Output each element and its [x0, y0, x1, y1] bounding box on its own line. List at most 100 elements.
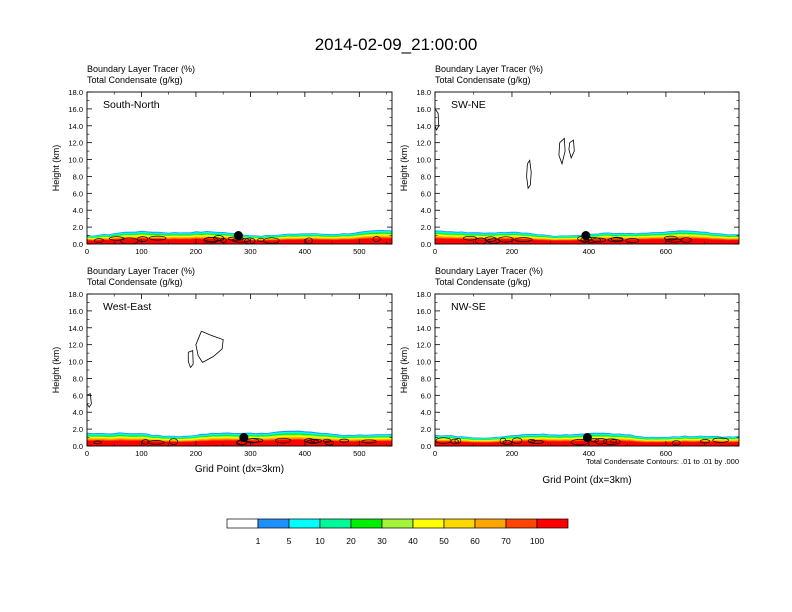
location-marker [239, 433, 249, 443]
bl-contour-loop [310, 438, 323, 444]
x-axis-label: Grid Point (dx=3km) [542, 475, 631, 486]
y-tick-label: 14.0 [416, 324, 431, 333]
bl-contour-loop [274, 437, 292, 444]
bl-contour-loop [141, 439, 150, 445]
contour-footnote: Total Condensate Contours: .01 to .01 by… [586, 457, 739, 466]
y-tick-label: 2.0 [421, 223, 431, 232]
colorbar-label: 40 [408, 536, 418, 546]
y-tick-label: 2.0 [73, 223, 83, 232]
x-tick-label: 600 [660, 247, 673, 256]
colorbar-swatch [536, 518, 569, 529]
condensate-contour-0 [195, 330, 224, 363]
panel-2: Boundary Layer Tracer (%)Total Condensat… [51, 266, 393, 475]
panel-1: Boundary Layer Tracer (%)Total Condensat… [399, 64, 740, 256]
panel-label: NW-SE [451, 301, 486, 313]
x-tick-label: 500 [353, 247, 366, 256]
colorbar-swatch [381, 518, 414, 529]
panel-header-tracer: Boundary Layer Tracer (%) [435, 64, 543, 74]
panel-label: South-North [103, 99, 160, 111]
bl-contour-loop [514, 237, 533, 242]
bl-contour-loop [339, 438, 349, 443]
y-tick-label: 4.0 [421, 408, 431, 417]
y-tick-label: 16.0 [68, 307, 83, 316]
bl-contour-loop [570, 439, 589, 446]
y-tick-label: 14.0 [416, 122, 431, 131]
y-tick-label: 10.0 [68, 358, 83, 367]
colorbar-label: 70 [501, 536, 511, 546]
x-tick-label: 100 [135, 247, 148, 256]
bl-contour-loop [323, 438, 332, 443]
tracer-field [435, 432, 739, 446]
location-marker [582, 433, 592, 443]
y-tick-label: 18.0 [68, 290, 83, 299]
colorbar-label: 1 [256, 536, 261, 546]
bl-contour-loop [610, 439, 618, 444]
bl-contour-loop [607, 237, 624, 243]
y-tick-label: 16.0 [416, 307, 431, 316]
colorbar-label: 5 [287, 536, 292, 546]
bl-contour-loop [462, 235, 477, 241]
colorbar-label: 10 [315, 536, 325, 546]
x-tick-label: 400 [299, 247, 312, 256]
panel-label: SW-NE [451, 99, 486, 111]
x-tick-label: 200 [506, 247, 519, 256]
y-tick-label: 6.0 [421, 189, 431, 198]
bl-contour-loop [372, 236, 381, 242]
y-tick-label: 18.0 [416, 290, 431, 299]
colorbar-swatch [350, 518, 383, 529]
y-tick-label: 10.0 [416, 358, 431, 367]
colorbar-swatch [443, 518, 476, 529]
panels: Boundary Layer Tracer (%)Total Condensat… [51, 64, 740, 486]
bl-contour-loop [499, 437, 507, 445]
bl-contour-loop [700, 439, 710, 444]
y-tick-label: 0.0 [73, 240, 83, 249]
x-tick-label: 300 [244, 247, 257, 256]
bl-contour-loop [169, 438, 179, 445]
bl-contour-loop [666, 238, 682, 243]
panel-header-condensate: Total Condensate (g/kg) [435, 75, 531, 85]
bl-contour-loop [454, 438, 462, 444]
colorbar-label: 20 [346, 536, 356, 546]
colorbar-label: 30 [377, 536, 387, 546]
y-tick-label: 6.0 [73, 189, 83, 198]
bl-contour-loop [502, 439, 512, 446]
bl-contour-loop [203, 236, 219, 244]
panel-header-tracer: Boundary Layer Tracer (%) [87, 266, 195, 276]
y-tick-label: 4.0 [421, 206, 431, 215]
x-tick-label: 500 [353, 449, 366, 458]
x-tick-label: 400 [583, 449, 596, 458]
y-tick-label: 14.0 [68, 122, 83, 131]
y-axis-label: Height (km) [51, 145, 61, 192]
y-tick-label: 0.0 [73, 442, 83, 451]
y-tick-label: 12.0 [416, 341, 431, 350]
y-tick-label: 0.0 [421, 240, 431, 249]
panel-header-condensate: Total Condensate (g/kg) [87, 75, 183, 85]
bl-contour-loop [671, 440, 681, 446]
x-tick-label: 0 [85, 449, 89, 458]
y-tick-label: 8.0 [73, 172, 83, 181]
plot-area [435, 294, 739, 446]
bl-contour-loop [591, 237, 607, 243]
y-tick-label: 12.0 [416, 139, 431, 148]
bl-contour-loop [594, 438, 607, 445]
y-axis-label: Height (km) [51, 347, 61, 394]
x-tick-label: 400 [583, 247, 596, 256]
x-tick-label: 0 [433, 449, 437, 458]
bl-contour-loop [148, 235, 167, 241]
condensate-contour-1 [558, 137, 566, 166]
bl-contour-loop [306, 439, 320, 444]
panel-0: Boundary Layer Tracer (%)Total Condensat… [51, 64, 393, 256]
y-tick-label: 12.0 [68, 341, 83, 350]
bl-contour-loop [712, 437, 729, 443]
bl-contour-loop [484, 236, 497, 242]
colorbar-swatch [226, 518, 259, 529]
x-tick-label: 300 [244, 449, 257, 458]
panel-header-condensate: Total Condensate (g/kg) [435, 277, 531, 287]
panel-label: West-East [103, 301, 151, 313]
bl-contour-loop [664, 235, 678, 241]
bl-contour-loop [257, 237, 265, 242]
colorbar-swatch [288, 518, 321, 529]
plot-area [87, 92, 392, 244]
bl-contour-loop [625, 238, 640, 243]
plot-area [435, 92, 739, 244]
